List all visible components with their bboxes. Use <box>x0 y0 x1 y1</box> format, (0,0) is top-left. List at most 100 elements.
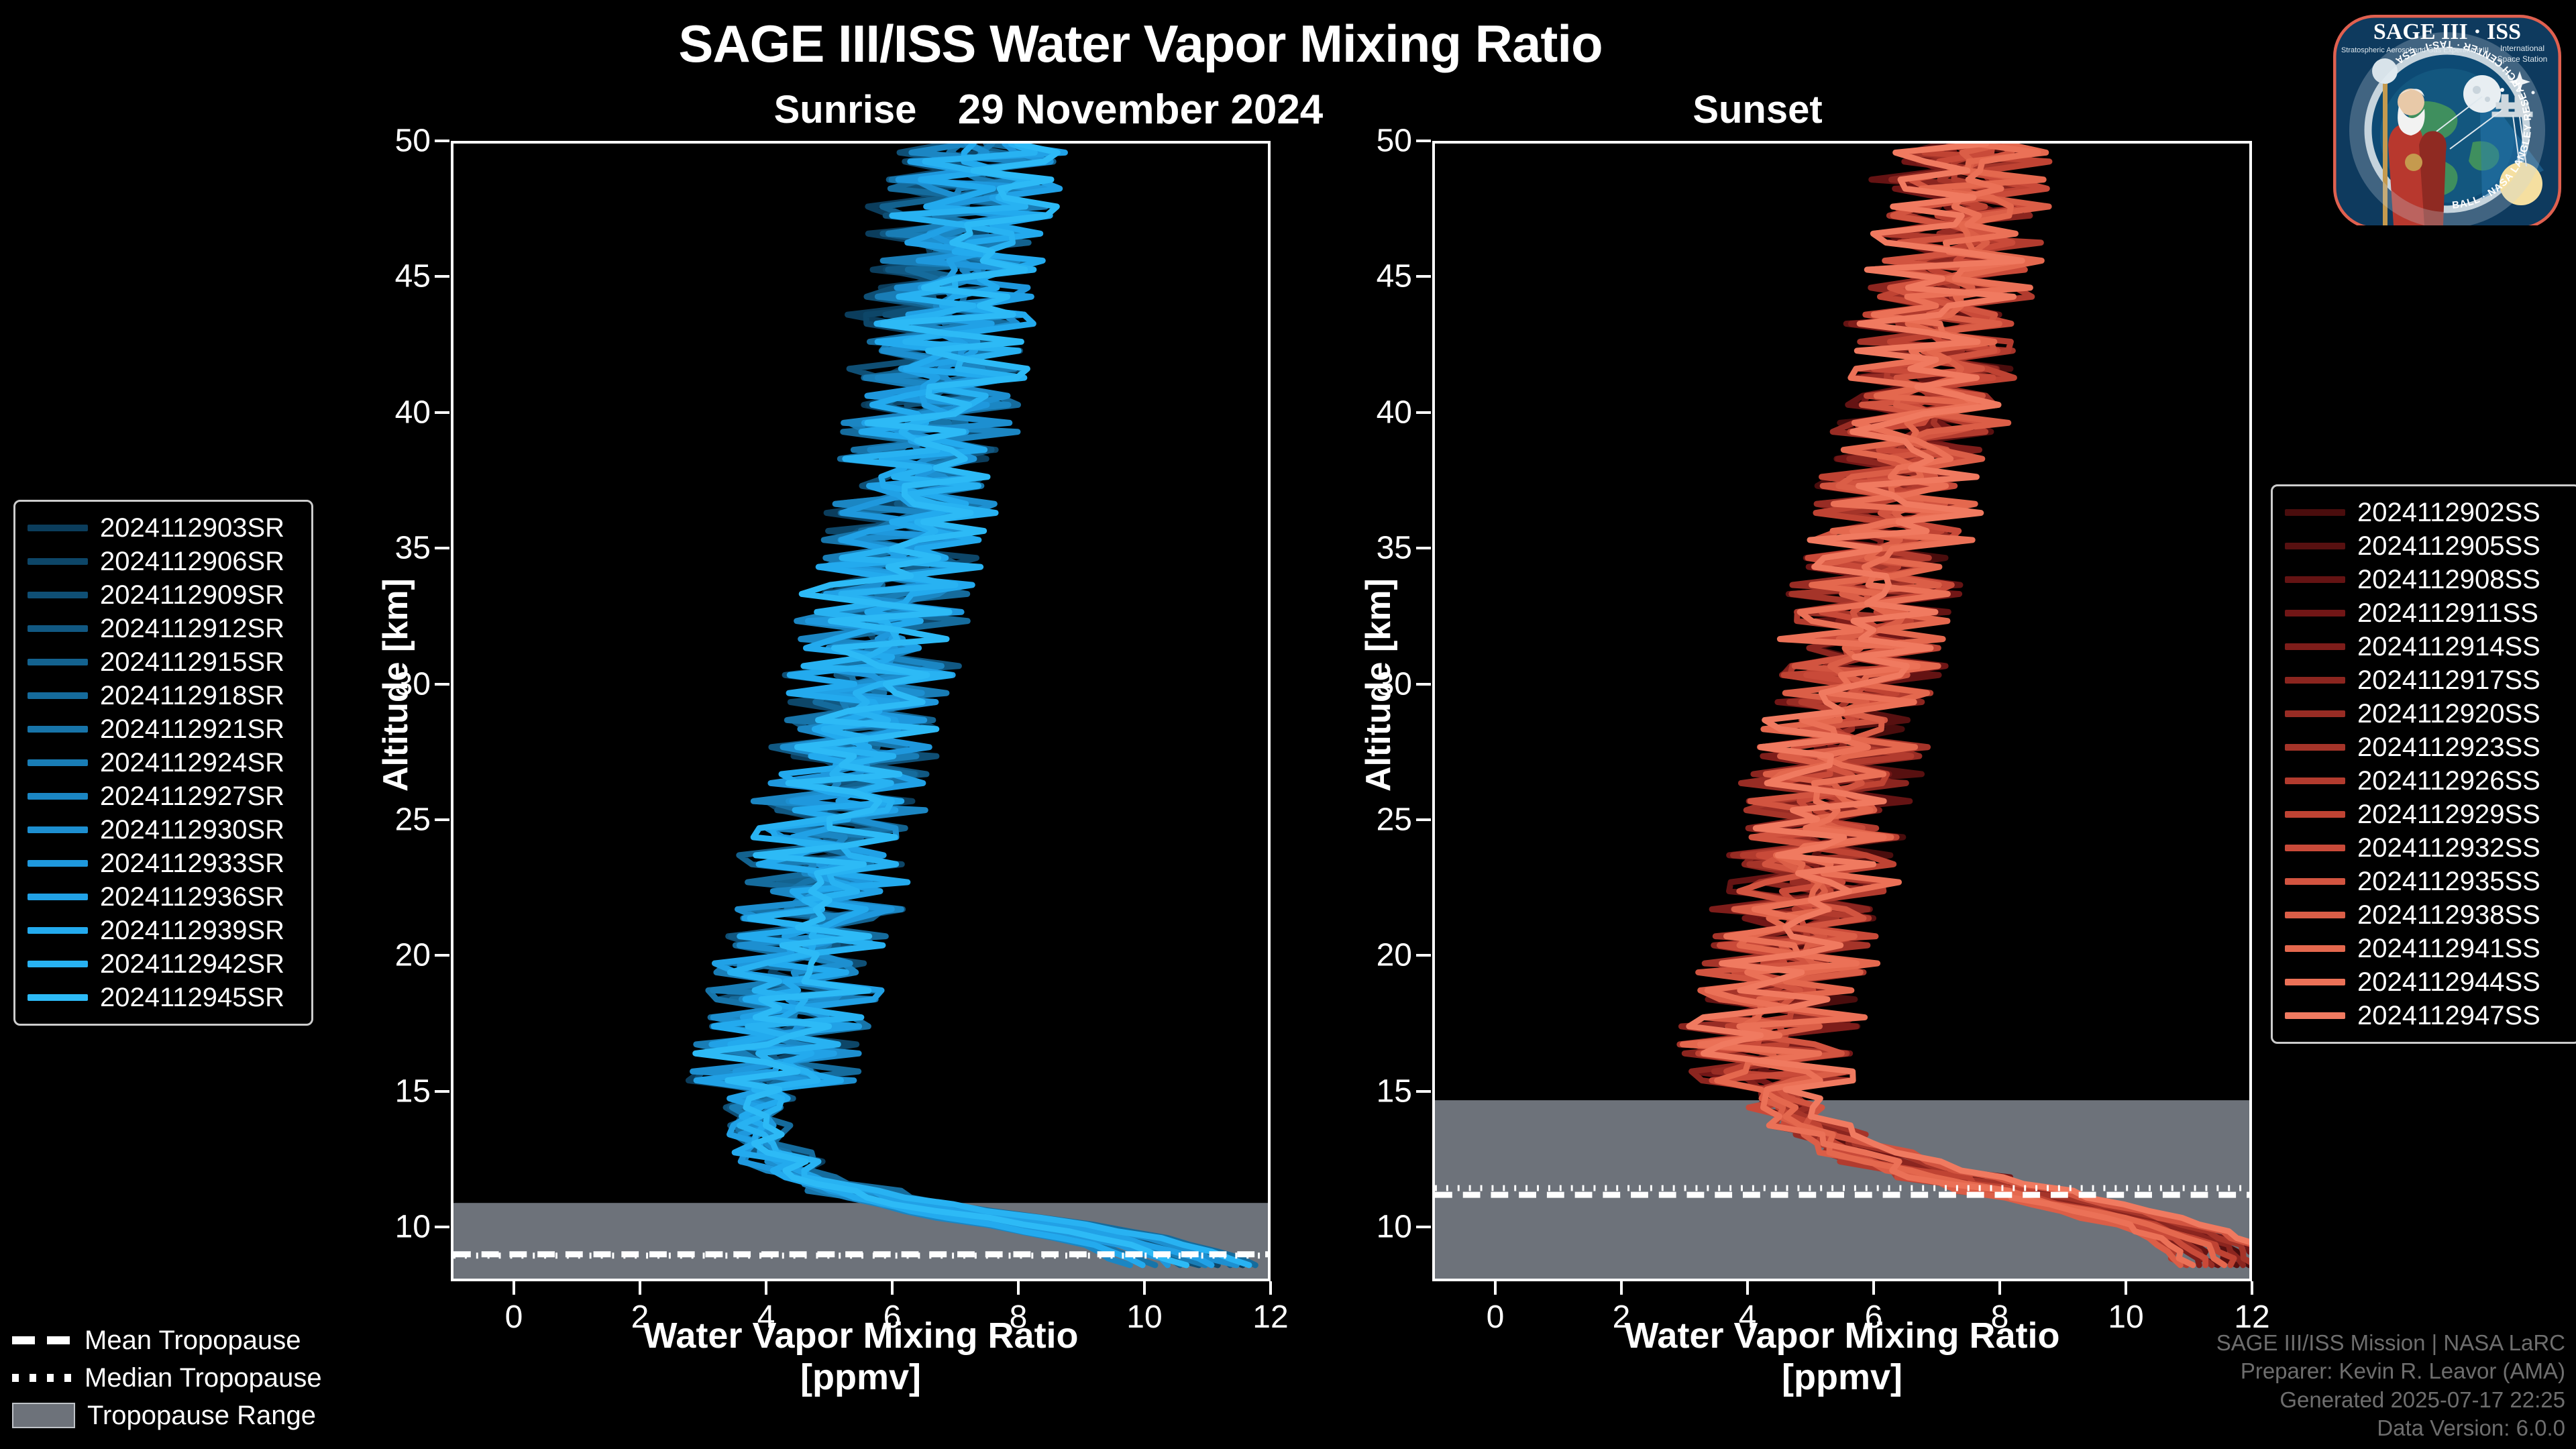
legend-item[interactable]: 2024112909SR <box>28 578 299 612</box>
y-axis-tick-mark <box>435 547 449 550</box>
legend-color-swatch <box>2285 878 2345 885</box>
y-axis-tick-label: 45 <box>1376 258 1412 294</box>
x-axis-tick-label: 2 <box>631 1299 649 1335</box>
legend-item-label: 2024112926SS <box>2357 765 2540 796</box>
legend-item[interactable]: 2024112912SR <box>28 612 299 645</box>
x-axis-tick-label: 0 <box>1486 1299 1505 1335</box>
x-axis-tick-label: 10 <box>1126 1299 1163 1335</box>
legend-item[interactable]: 2024112927SR <box>28 780 299 813</box>
legend-item-label: 2024112936SR <box>100 881 285 912</box>
legend-item[interactable]: 2024112929SS <box>2285 798 2567 831</box>
legend-item-label: 2024112902SS <box>2357 497 2540 527</box>
legend-color-swatch <box>28 558 88 565</box>
legend-color-swatch <box>28 659 88 665</box>
tropopause-legend-item[interactable]: Tropopause Range <box>12 1397 361 1434</box>
x-axis-tick-mark <box>1872 1281 1875 1295</box>
sunrise-legend: 2024112903SR 2024112906SR 2024112909SR 2024… <box>13 500 313 1026</box>
legend-color-swatch <box>28 961 88 967</box>
legend-color-swatch <box>28 525 88 531</box>
legend-item-label: 2024112912SR <box>100 613 285 643</box>
y-axis-tick-label: 40 <box>394 394 431 431</box>
legend-item[interactable]: 2024112920SS <box>2285 697 2567 731</box>
sunrise-plot-panel <box>451 141 1271 1281</box>
legend-color-swatch <box>28 592 88 598</box>
y-axis-tick-label: 30 <box>394 666 431 702</box>
y-axis-tick-label: 25 <box>394 802 431 838</box>
legend-item[interactable]: 2024112918SR <box>28 679 299 712</box>
legend-color-swatch <box>28 793 88 800</box>
x-axis-tick-mark <box>1143 1281 1146 1295</box>
y-axis-tick-mark <box>435 1089 449 1093</box>
legend-item-label: 2024112933SR <box>100 848 285 878</box>
legend-color-swatch <box>28 994 88 1001</box>
legend-item[interactable]: 2024112921SR <box>28 712 299 746</box>
legend-item[interactable]: 2024112915SR <box>28 645 299 679</box>
legend-item[interactable]: 2024112924SR <box>28 746 299 780</box>
x-axis-title-line2: [ppmv] <box>800 1357 921 1398</box>
tropopause-range-swatch <box>12 1403 75 1428</box>
legend-item[interactable]: 2024112944SS <box>2285 965 2567 999</box>
y-axis-tick-label: 25 <box>1376 802 1412 838</box>
y-axis-tick-mark <box>435 275 449 278</box>
legend-item-label: 2024112947SS <box>2357 1000 2540 1030</box>
profile-line <box>727 144 1252 1269</box>
legend-item-label: 2024112905SS <box>2357 531 2540 561</box>
y-axis-tick-mark <box>1416 411 1431 414</box>
legend-item[interactable]: 2024112947SS <box>2285 999 2567 1032</box>
legend-item[interactable]: 2024112942SR <box>28 947 299 981</box>
legend-item-label: 2024112932SS <box>2357 833 2540 863</box>
legend-item[interactable]: 2024112933SR <box>28 847 299 880</box>
legend-item-label: 2024112938SS <box>2357 900 2540 930</box>
legend-item[interactable]: 2024112945SR <box>28 981 299 1014</box>
legend-color-swatch <box>2285 643 2345 650</box>
profile-line <box>692 144 1190 1269</box>
legend-item-label: 2024112942SR <box>100 949 285 979</box>
sunrise-x-axis-title: Water Vapor Mixing Ratio [ppmv] <box>451 1315 1271 1398</box>
tropopause-legend-item[interactable]: Median Tropopause <box>12 1359 361 1397</box>
sunset-plot-panel <box>1432 141 2252 1281</box>
x-axis-title-line1: Water Vapor Mixing Ratio <box>1624 1316 2060 1356</box>
legend-item[interactable]: 2024112908SS <box>2285 563 2567 596</box>
logo-title: SAGE III · ISS <box>2373 19 2521 44</box>
x-axis-tick-mark <box>513 1281 515 1295</box>
x-axis-tick-label: 8 <box>1990 1299 2009 1335</box>
y-axis-tick-label: 45 <box>394 258 431 294</box>
legend-item[interactable]: 2024112911SS <box>2285 596 2567 630</box>
x-axis-tick-label: 10 <box>2108 1299 2144 1335</box>
page-title: SAGE III/ISS Water Vapor Mixing Ratio <box>678 14 1603 73</box>
legend-item[interactable]: 2024112930SR <box>28 813 299 847</box>
legend-item[interactable]: 2024112914SS <box>2285 630 2567 663</box>
legend-item[interactable]: 2024112905SS <box>2285 529 2567 563</box>
credits-line-generated: Generated 2025-07-17 22:25 <box>2279 1387 2565 1412</box>
legend-item[interactable]: 2024112906SR <box>28 545 299 578</box>
y-axis-tick-label: 10 <box>1376 1209 1412 1245</box>
legend-item-label: 2024112944SS <box>2357 967 2540 997</box>
legend-item[interactable]: 2024112903SR <box>28 511 299 545</box>
credits-line-mission: SAGE III/ISS Mission | NASA LaRC <box>2216 1330 2565 1356</box>
legend-color-swatch <box>28 927 88 934</box>
x-axis-tick-mark <box>1017 1281 1020 1295</box>
legend-item[interactable]: 2024112923SS <box>2285 731 2567 764</box>
y-axis-tick-mark <box>1416 547 1431 550</box>
y-axis-tick-mark <box>1416 818 1431 821</box>
legend-item[interactable]: 2024112917SS <box>2285 663 2567 697</box>
y-axis-tick-mark <box>435 818 449 821</box>
legend-color-swatch <box>28 692 88 699</box>
y-axis-tick-label: 15 <box>394 1073 431 1110</box>
legend-item[interactable]: 2024112926SS <box>2285 764 2567 798</box>
sunset-legend: 2024112902SS 2024112905SS 2024112908SS 2024… <box>2271 484 2576 1044</box>
y-axis-tick-label: 30 <box>1376 666 1412 702</box>
legend-item[interactable]: 2024112902SS <box>2285 496 2567 529</box>
x-axis-tick-mark <box>1494 1281 1497 1295</box>
legend-item[interactable]: 2024112932SS <box>2285 831 2567 865</box>
legend-item[interactable]: 2024112935SS <box>2285 865 2567 898</box>
tropopause-legend-item[interactable]: Mean Tropopause <box>12 1322 361 1359</box>
legend-item-label: 2024112906SR <box>100 546 285 576</box>
legend-item[interactable]: 2024112938SS <box>2285 898 2567 932</box>
legend-item[interactable]: 2024112939SR <box>28 914 299 947</box>
legend-item[interactable]: 2024112941SS <box>2285 932 2567 965</box>
legend-item-label: 2024112927SR <box>100 781 285 811</box>
legend-item-label: 2024112908SS <box>2357 564 2540 594</box>
y-axis-tick-label: 35 <box>394 530 431 566</box>
legend-item[interactable]: 2024112936SR <box>28 880 299 914</box>
